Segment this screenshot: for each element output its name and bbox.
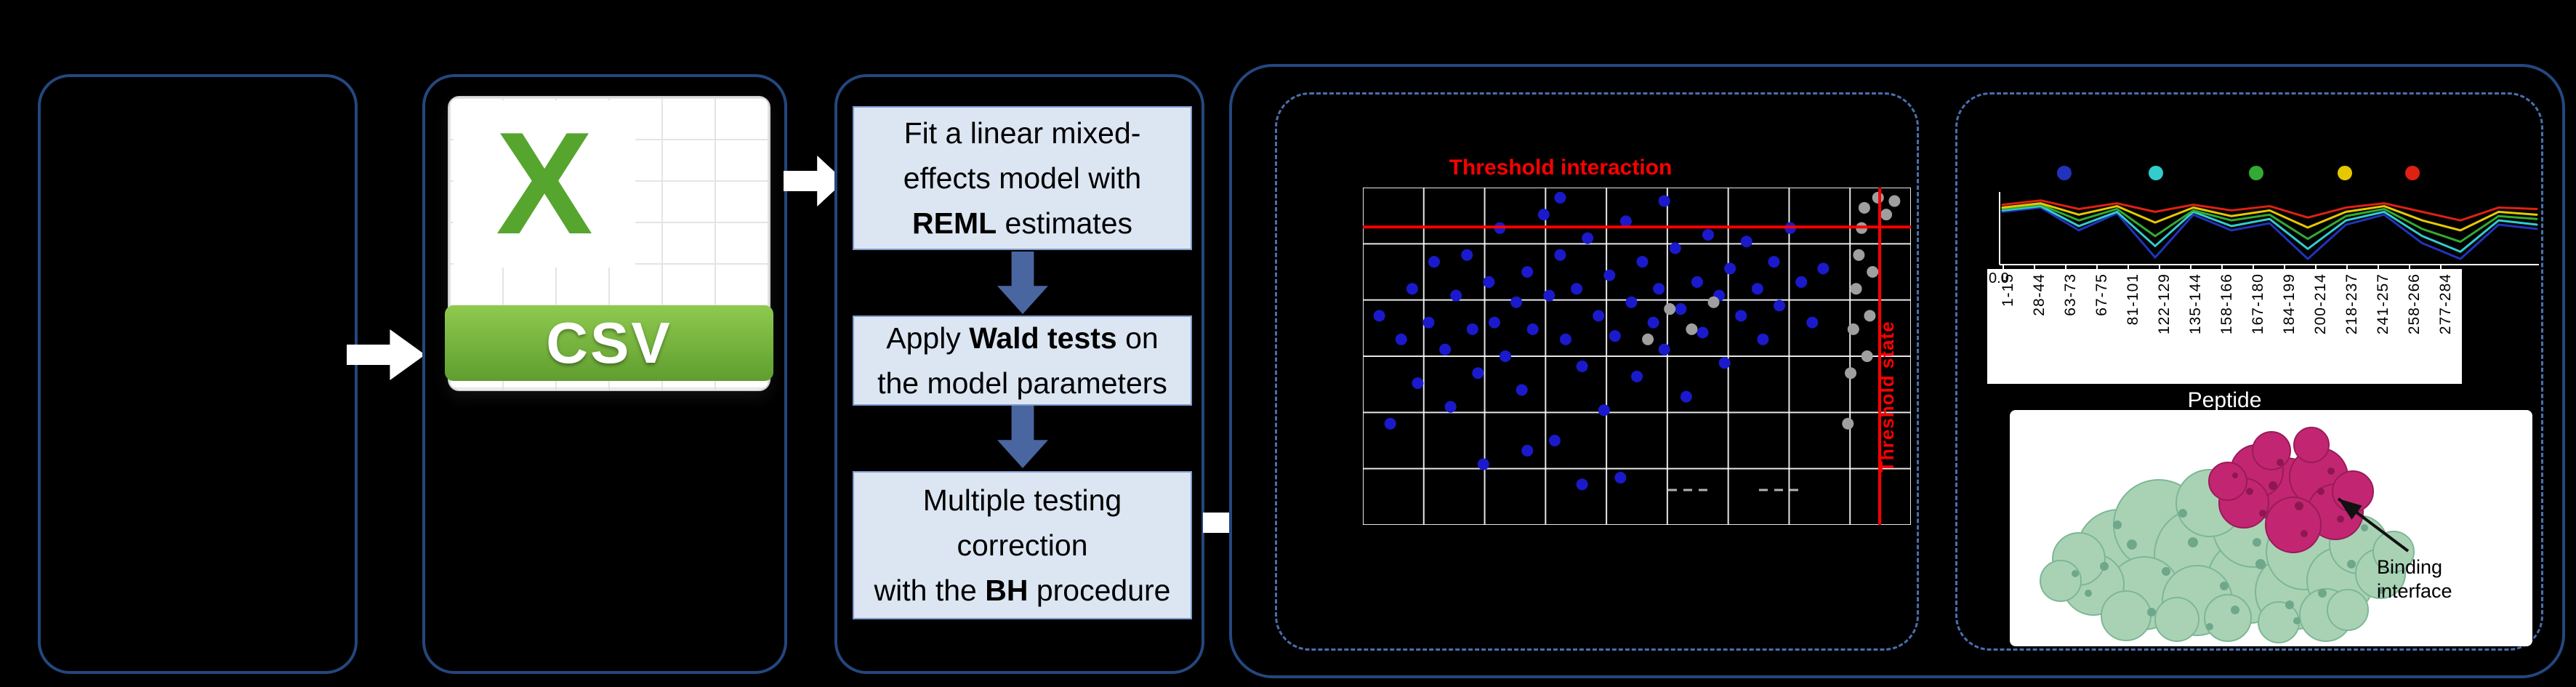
legend-dot-icon: [2405, 166, 2420, 180]
legend-dot-icon: [2338, 166, 2352, 180]
peptide-tick-label: 135-144: [2187, 273, 2204, 335]
zero-tick-label: 0.0: [1989, 270, 2009, 286]
peptide-tick-label: 218-237: [2343, 273, 2360, 335]
wald-line-1: Apply Wald tests on: [886, 321, 1159, 355]
peptide-line-chart: [1999, 192, 2539, 269]
volcano-plot: [1363, 188, 1911, 525]
series-legend: [1957, 95, 2541, 189]
excel-x-icon: X: [454, 100, 635, 268]
binding-interface-surface: [2208, 427, 2374, 553]
down-arrow-icon: [997, 406, 1048, 468]
down-arrow-icon: [997, 252, 1048, 314]
csv-banner: CSV: [445, 305, 773, 381]
reml-line-1: Fit a linear mixed-: [903, 116, 1141, 150]
binding-interface-speckles: [2232, 459, 2344, 537]
reml-line-2: effects model with: [903, 161, 1142, 195]
peptide-tick-label: 167-180: [2250, 273, 2266, 335]
right-arrow-icon: [347, 329, 425, 380]
input-panel: [38, 74, 358, 674]
threshold-state-label: Threshold state: [1876, 321, 1898, 473]
peptide-axis-labels: 0.0 1-15 28-44 63-73 67-75 81-101 122-129 135-…: [1987, 269, 2462, 384]
peptide-tick-label: 200-214: [2312, 273, 2329, 335]
binding-arrow-icon: [2337, 497, 2410, 553]
csv-file-icon: X CSV: [445, 96, 773, 391]
reml-step-box: Fit a linear mixed- effects model with R…: [853, 106, 1192, 250]
wald-line-2: the model parameters: [877, 366, 1167, 400]
legend-dot-icon: [2057, 166, 2072, 180]
peptide-tick-label: 184-199: [2281, 273, 2298, 335]
bh-line-3: with the BH procedure: [874, 574, 1171, 607]
volcano-subpanel: Threshold interaction Threshold state: [1275, 92, 1919, 651]
peptide-tick-label: 122-129: [2156, 273, 2173, 335]
csv-panel: X CSV: [422, 74, 787, 674]
peptide-subpanel: 0.0 1-15 28-44 63-73 67-75 81-101 122-129 135-…: [1955, 92, 2543, 651]
peptide-tick-label: 67-75: [2093, 273, 2110, 316]
legend-dot-icon: [2249, 166, 2263, 180]
bh-line-2: correction: [957, 529, 1088, 562]
reml-line-3: REML estimates: [912, 206, 1132, 240]
threshold-interaction-label: Threshold interaction: [1449, 156, 1673, 180]
peptide-axis-title: Peptide: [2187, 388, 2262, 412]
peptide-tick-label: 28-44: [2031, 273, 2048, 316]
peptide-tick-label: 241-257: [2375, 273, 2391, 335]
peptide-tick-label: 63-73: [2062, 273, 2079, 316]
wald-step-box: Apply Wald tests on the model parameters: [853, 316, 1192, 406]
peptide-tick-label: 1-15: [2000, 273, 2016, 308]
protein-green-speckles: [2072, 509, 2386, 630]
model-flow-panel: Fit a linear mixed- effects model with R…: [834, 74, 1204, 674]
peptide-tick-label: 81-101: [2125, 273, 2141, 326]
peptide-tick-label: 158-166: [2218, 273, 2235, 335]
csv-label: CSV: [546, 310, 672, 375]
bh-step-box: Multiple testing correction with the BH …: [853, 471, 1192, 619]
peptide-tick-label: 277-284: [2437, 273, 2454, 335]
binding-interface-caption: Binding interface: [2377, 556, 2452, 602]
protein-structure-figure: Binding interface: [2010, 410, 2532, 646]
legend-dot-icon: [2149, 166, 2163, 180]
bh-line-1: Multiple testing: [922, 483, 1122, 517]
protein-surface-icon: [2040, 427, 2415, 643]
csv-x-glyph: X: [496, 103, 593, 265]
peptide-tick-label: 258-266: [2406, 273, 2423, 335]
